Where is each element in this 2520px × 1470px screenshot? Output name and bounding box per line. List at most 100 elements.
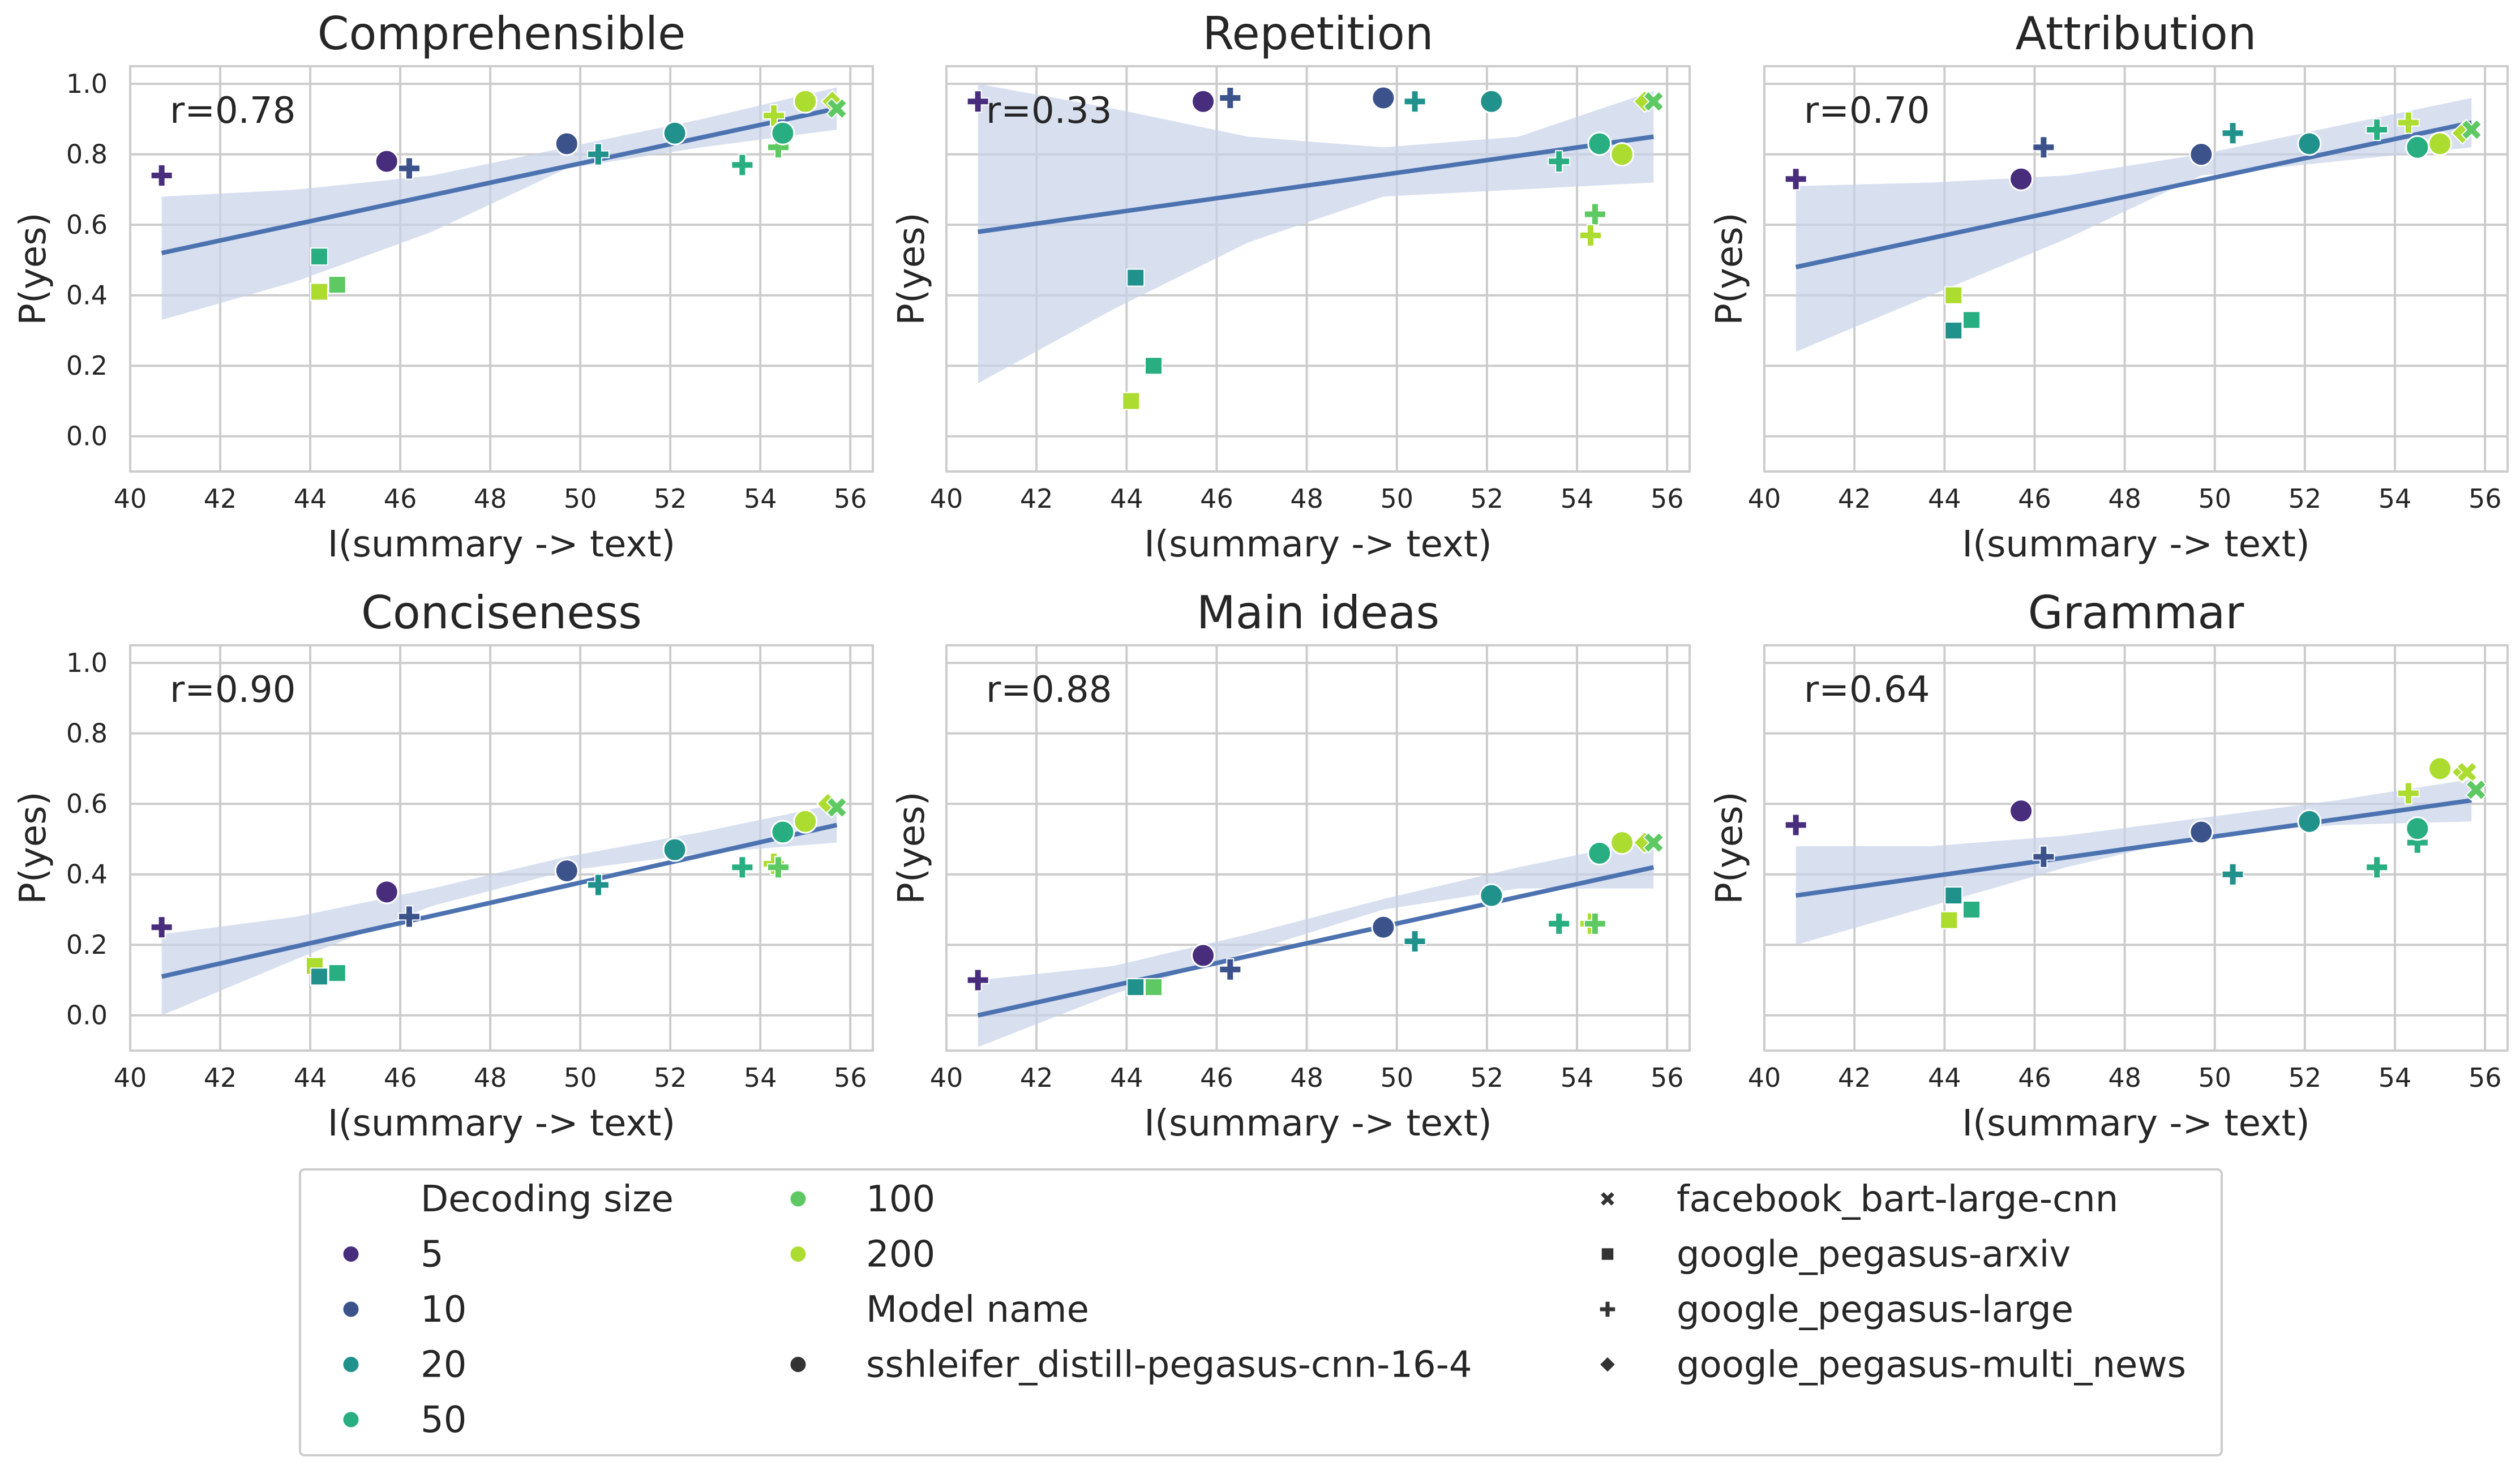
x-tick-label: 44: [294, 1062, 327, 1093]
data-point: [1191, 89, 1216, 114]
data-point: [731, 153, 754, 177]
x-tick-label: 50: [2198, 483, 2231, 514]
plot-frame: [1763, 644, 2509, 1052]
x-tick-label: 46: [2018, 483, 2051, 514]
data-point: [1962, 311, 1981, 329]
data-point: [770, 820, 795, 845]
legend-label-model: google_pegasus-arxiv: [1677, 1234, 2071, 1276]
x-tick-label: 40: [114, 1062, 147, 1093]
data-point: [793, 89, 818, 114]
legend-marker-model: [1599, 1190, 1616, 1207]
data-point: [586, 873, 610, 897]
regression-line: [977, 865, 1655, 1018]
x-tick-label: 48: [2108, 1062, 2141, 1093]
data-point: [1784, 168, 1807, 191]
y-axis-label: P(yes): [891, 791, 933, 904]
data-point: [554, 858, 579, 883]
y-tick-label: 0.8: [66, 139, 108, 170]
data-point: [1371, 85, 1396, 110]
x-tick-label: 52: [2288, 1062, 2322, 1093]
panel-title: Main ideas: [1197, 586, 1439, 639]
y-tick-label: 0.6: [66, 788, 108, 819]
data-point: [1944, 286, 1963, 305]
plot-frame: [1763, 65, 2509, 473]
x-tick-label: 56: [2468, 483, 2502, 514]
x-tick-label: 42: [204, 1062, 237, 1093]
x-tick-label: 50: [2198, 1062, 2231, 1093]
data-point: [2032, 845, 2055, 868]
legend-marker-size-10: [341, 1300, 361, 1319]
y-axis-label: P(yes): [1709, 212, 1751, 325]
y-tick-label: 0.2: [66, 350, 108, 381]
regression-line: [161, 822, 838, 979]
x-tick-label: 40: [114, 483, 147, 514]
x-tick-label: 40: [1748, 483, 1781, 514]
data-point: [1610, 142, 1635, 167]
y-tick-label: 0.8: [66, 718, 108, 749]
x-axis-label: I(summary -> text): [1144, 524, 1492, 565]
x-tick-label: 52: [1471, 483, 1504, 514]
x-tick-label: 52: [2288, 483, 2322, 514]
confidence-band: [1795, 98, 2472, 352]
legend-marker-model: [1598, 1355, 1617, 1374]
plot-frame: [129, 65, 874, 473]
data-point: [2365, 118, 2389, 142]
regression-line: [161, 106, 838, 255]
legend-label-model: google_pegasus-multi_news: [1677, 1344, 2186, 1386]
y-tick-label: 0.0: [66, 1000, 108, 1031]
x-tick-label: 48: [1290, 483, 1323, 514]
x-tick-label: 52: [654, 483, 687, 514]
x-tick-label: 44: [1110, 483, 1143, 514]
data-point: [2009, 799, 2034, 824]
data-point: [2221, 863, 2244, 886]
panel-conciseness: 40 42 44 46 48 50 52 54 56 0.0 0.2 0.4 0.6 0.8 1.0 I(su…: [12, 586, 874, 1145]
x-tick-label: 48: [1290, 1062, 1323, 1093]
data-point: [554, 131, 579, 156]
data-point: [1579, 224, 1602, 247]
data-point: [2456, 761, 2478, 783]
correlation-label: r=0.33: [986, 90, 1112, 132]
panel-grammar: 40 42 44 46 48 50 52 54 56 I(summary -> text) P(ye…: [1709, 586, 2509, 1145]
x-tick-label: 56: [1651, 483, 1684, 514]
data-point: [1643, 91, 1665, 113]
x-tick-label: 54: [1561, 483, 1594, 514]
data-point: [1479, 89, 1504, 114]
x-tick-label: 54: [2378, 1062, 2412, 1093]
x-tick-label: 44: [294, 483, 327, 514]
data-point: [1122, 392, 1141, 410]
legend-decoding-title: Decoding size: [421, 1178, 674, 1220]
y-axis-label: P(yes): [1709, 791, 1751, 904]
data-point: [767, 856, 790, 879]
x-tick-label: 42: [1020, 1062, 1053, 1093]
data-point: [328, 964, 346, 983]
panels: 40 42 44 46 48 50 52 54 56 0.0 0.2 0.4 0.6 0.8 1.0 I(su…: [12, 7, 2509, 1145]
data-point: [2297, 131, 2322, 156]
legend-label-model: sshleifer_distill-pegasus-cnn-16-4: [866, 1344, 1472, 1386]
data-point: [826, 796, 848, 818]
panel-comprehensible: 40 42 44 46 48 50 52 54 56 0.0 0.2 0.4 0.6 0.8 1.0 I(su…: [12, 7, 874, 565]
data-point: [2221, 122, 2244, 145]
legend-label-size-10: 10: [421, 1289, 466, 1331]
data-point: [1548, 150, 1571, 173]
legend-box: [299, 1168, 2223, 1456]
data-point: [2397, 111, 2420, 134]
panel-title: Grammar: [2028, 586, 2244, 639]
x-tick-label: 54: [1561, 1062, 1594, 1093]
data-point: [966, 968, 989, 992]
data-point: [1962, 900, 1981, 919]
data-point: [1643, 832, 1665, 854]
data-point: [793, 809, 818, 834]
x-tick-label: 56: [834, 483, 867, 514]
x-tick-label: 40: [930, 1062, 963, 1093]
legend-marker-model: [1598, 1300, 1617, 1318]
x-tick-label: 54: [2378, 483, 2412, 514]
legend: Decoding size 5 10 20 50 100 200 Model name sshl…: [299, 1168, 2223, 1456]
x-tick-label: 42: [204, 483, 237, 514]
legend-marker-size-200: [788, 1245, 808, 1263]
data-point: [1944, 886, 1963, 905]
correlation-label: r=0.88: [986, 669, 1112, 711]
x-tick-label: 50: [564, 483, 597, 514]
regression-line: [1795, 120, 2472, 269]
y-tick-label: 1.0: [66, 68, 108, 99]
